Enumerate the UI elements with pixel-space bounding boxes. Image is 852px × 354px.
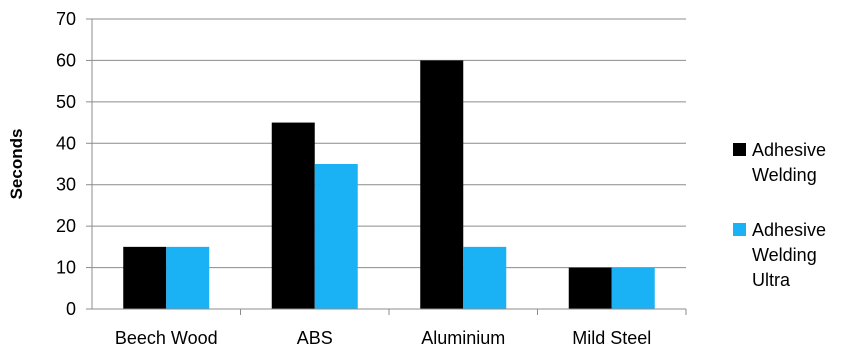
x-category-label: Mild Steel: [572, 328, 651, 348]
y-tick-label: 60: [56, 50, 76, 70]
x-axis-categories: Beech Wood ABS Aluminium Mild Steel: [115, 328, 651, 348]
bar-beech-wood-series-1: [123, 246, 167, 309]
bar-mild-steel-series-1: [568, 267, 612, 309]
bar-abs-series-2: [314, 164, 358, 309]
x-category-label: Aluminium: [421, 328, 505, 348]
y-tick-label: 30: [56, 175, 76, 195]
bars: [123, 60, 655, 309]
y-axis-ticks: 0 10 20 30 40 50 60 70: [56, 9, 92, 319]
legend-label-series-2: Adhesive: [752, 220, 826, 240]
legend-label-series-1: Adhesive: [752, 140, 826, 160]
legend-label-series-2: Ultra: [752, 270, 791, 290]
y-tick-label: 10: [56, 258, 76, 278]
y-tick-label: 70: [56, 9, 76, 29]
bar-beech-wood-series-2: [166, 246, 210, 309]
y-tick-label: 40: [56, 133, 76, 153]
x-category-label: ABS: [297, 328, 333, 348]
legend-label-series-2: Welding: [752, 245, 817, 265]
legend-swatch-series-2: [733, 223, 746, 236]
bar-aluminium-series-1: [420, 60, 464, 309]
y-tick-label: 0: [66, 299, 76, 319]
bar-abs-series-1: [271, 122, 315, 309]
x-category-label: Beech Wood: [115, 328, 218, 348]
y-tick-label: 20: [56, 216, 76, 236]
y-axis-label: Seconds: [7, 129, 26, 200]
legend-label-series-1: Welding: [752, 165, 817, 185]
bar-mild-steel-series-2: [611, 267, 655, 309]
legend-swatch-series-1: [733, 143, 746, 156]
y-tick-label: 50: [56, 92, 76, 112]
legend: Adhesive Welding Adhesive Welding Ultra: [733, 140, 826, 290]
bar-aluminium-series-2: [463, 246, 507, 309]
x-axis: [91, 19, 687, 315]
